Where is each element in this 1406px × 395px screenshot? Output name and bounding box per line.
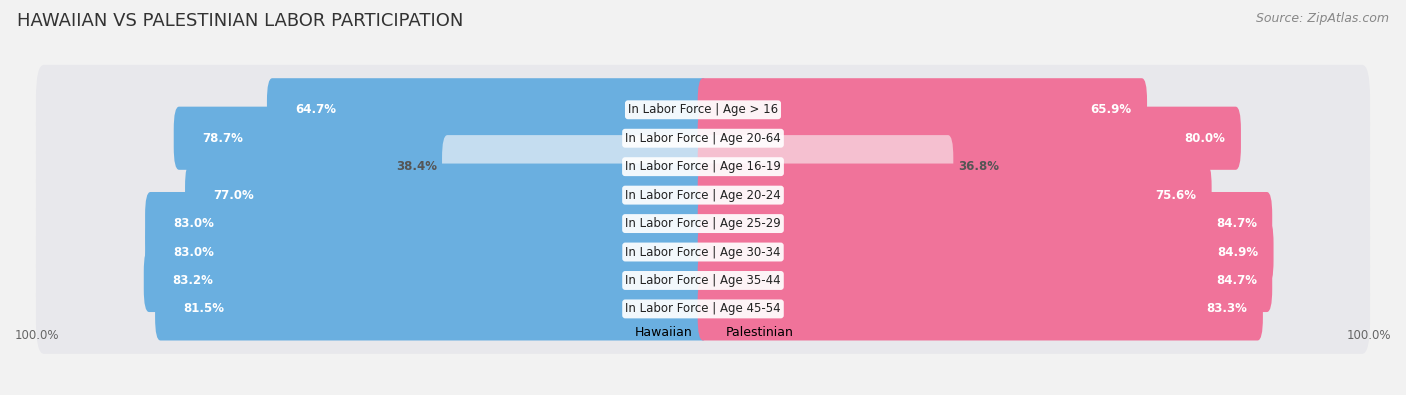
Text: 38.4%: 38.4% <box>396 160 437 173</box>
Text: In Labor Force | Age 45-54: In Labor Force | Age 45-54 <box>626 303 780 316</box>
Text: In Labor Force | Age 30-34: In Labor Force | Age 30-34 <box>626 246 780 258</box>
FancyBboxPatch shape <box>441 135 709 198</box>
FancyBboxPatch shape <box>37 150 1369 240</box>
FancyBboxPatch shape <box>697 192 1272 255</box>
FancyBboxPatch shape <box>37 122 1369 212</box>
Text: 65.9%: 65.9% <box>1091 103 1132 116</box>
FancyBboxPatch shape <box>143 249 709 312</box>
FancyBboxPatch shape <box>37 65 1369 155</box>
Text: 64.7%: 64.7% <box>295 103 336 116</box>
Text: 84.9%: 84.9% <box>1218 246 1258 258</box>
Text: In Labor Force | Age > 16: In Labor Force | Age > 16 <box>628 103 778 116</box>
FancyBboxPatch shape <box>145 220 709 284</box>
FancyBboxPatch shape <box>697 164 1212 227</box>
Text: 83.0%: 83.0% <box>174 217 215 230</box>
Text: 80.0%: 80.0% <box>1185 132 1226 145</box>
Text: 83.2%: 83.2% <box>173 274 214 287</box>
Text: 75.6%: 75.6% <box>1156 189 1197 201</box>
Text: 36.8%: 36.8% <box>957 160 1000 173</box>
Legend: Hawaiian, Palestinian: Hawaiian, Palestinian <box>607 321 799 344</box>
Text: 84.7%: 84.7% <box>1216 217 1257 230</box>
Text: In Labor Force | Age 35-44: In Labor Force | Age 35-44 <box>626 274 780 287</box>
FancyBboxPatch shape <box>186 164 709 227</box>
Text: HAWAIIAN VS PALESTINIAN LABOR PARTICIPATION: HAWAIIAN VS PALESTINIAN LABOR PARTICIPAT… <box>17 12 463 30</box>
Text: 78.7%: 78.7% <box>202 132 243 145</box>
Text: In Labor Force | Age 16-19: In Labor Force | Age 16-19 <box>626 160 780 173</box>
Text: 84.7%: 84.7% <box>1216 274 1257 287</box>
FancyBboxPatch shape <box>174 107 709 170</box>
FancyBboxPatch shape <box>697 78 1147 141</box>
FancyBboxPatch shape <box>697 249 1272 312</box>
FancyBboxPatch shape <box>267 78 709 141</box>
FancyBboxPatch shape <box>697 107 1241 170</box>
FancyBboxPatch shape <box>145 192 709 255</box>
Text: 77.0%: 77.0% <box>214 189 254 201</box>
FancyBboxPatch shape <box>697 220 1274 284</box>
FancyBboxPatch shape <box>37 207 1369 297</box>
FancyBboxPatch shape <box>37 179 1369 269</box>
Text: In Labor Force | Age 25-29: In Labor Force | Age 25-29 <box>626 217 780 230</box>
FancyBboxPatch shape <box>37 235 1369 325</box>
FancyBboxPatch shape <box>155 277 709 340</box>
Text: 83.0%: 83.0% <box>174 246 215 258</box>
Text: 81.5%: 81.5% <box>184 303 225 316</box>
FancyBboxPatch shape <box>697 277 1263 340</box>
FancyBboxPatch shape <box>37 93 1369 183</box>
FancyBboxPatch shape <box>697 135 953 198</box>
Text: 83.3%: 83.3% <box>1206 303 1247 316</box>
Text: In Labor Force | Age 20-64: In Labor Force | Age 20-64 <box>626 132 780 145</box>
Text: Source: ZipAtlas.com: Source: ZipAtlas.com <box>1256 12 1389 25</box>
Text: In Labor Force | Age 20-24: In Labor Force | Age 20-24 <box>626 189 780 201</box>
FancyBboxPatch shape <box>37 264 1369 354</box>
